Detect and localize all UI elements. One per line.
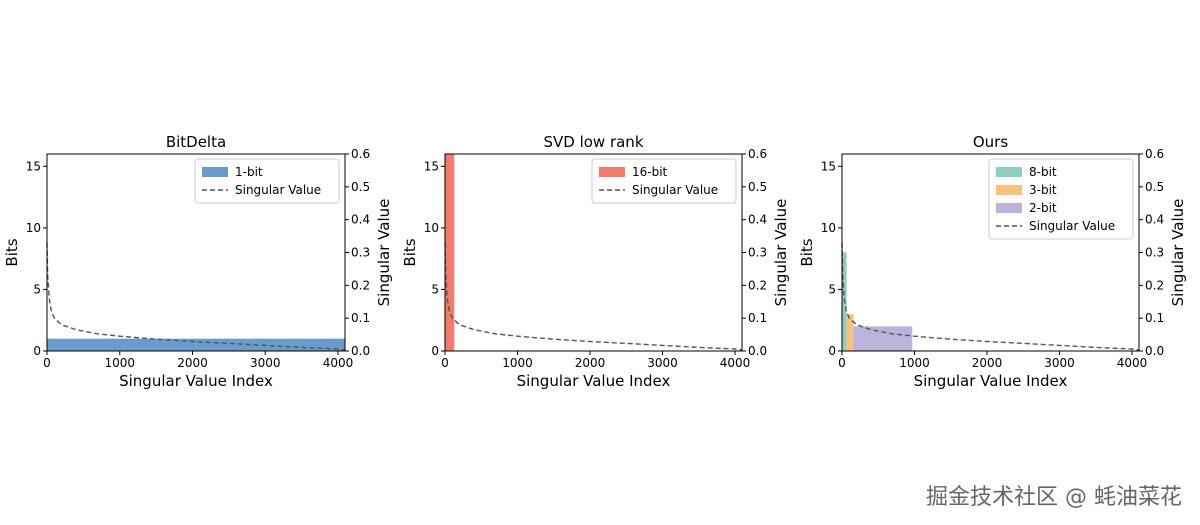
y-tick-label: 10 — [26, 221, 41, 235]
legend: 16-bit Singular Value — [591, 158, 737, 204]
legend-box — [988, 158, 1134, 240]
y2-tick-label: 0.2 — [748, 278, 767, 292]
x-axis-label: Singular Value Index — [517, 372, 671, 390]
chart-title: SVD low rank — [543, 133, 643, 151]
y-tick-label: 5 — [828, 282, 836, 296]
y2-tick-label: 0.3 — [748, 246, 767, 260]
y2-tick-label: 0.6 — [351, 147, 370, 161]
y2-tick-label: 0.1 — [748, 311, 767, 325]
x-tick-label: 2000 — [575, 356, 606, 370]
y-tick-label: 0 — [828, 344, 836, 358]
y2-tick-label: 0.0 — [351, 344, 370, 358]
singular-value-line — [444, 242, 743, 351]
legend-box — [194, 158, 340, 204]
y-tick-label: 15 — [424, 159, 439, 173]
y2-tick-label: 0.5 — [748, 180, 767, 194]
x-tick-label: 2000 — [972, 356, 1003, 370]
x-axis-label: Singular Value Index — [914, 372, 1068, 390]
x-axis-label: Singular Value Index — [119, 372, 273, 390]
chart-panel-3: 0 1000 2000 3000 4000 0 5 10 15 0.0 0.1 0.2 0.3 0.4 0.… — [798, 133, 1187, 390]
legend-swatch — [996, 203, 1022, 213]
bar-2-bit — [853, 326, 913, 351]
y2-tick-label: 0.3 — [1145, 246, 1164, 260]
x-tick-label: 0 — [441, 356, 449, 370]
legend-swatch — [996, 167, 1022, 177]
legend-label: Singular Value — [235, 183, 321, 197]
x-tick-label: 3000 — [250, 356, 281, 370]
watermark: 掘金技术社区 @ 蚝油菜花 — [926, 485, 1182, 510]
y-tick-label: 5 — [431, 282, 439, 296]
legend: 8-bit 3-bit 2-bit Singular Value — [988, 158, 1134, 240]
x-tick-label: 4000 — [323, 356, 354, 370]
singular-value-line — [46, 242, 346, 351]
bar-16-bit — [445, 154, 455, 351]
y-tick-label: 10 — [821, 221, 836, 235]
chart-title: BitDelta — [166, 133, 226, 151]
legend-swatch — [202, 167, 228, 177]
y2-tick-label: 0.2 — [351, 278, 370, 292]
x-tick-label: 0 — [43, 356, 51, 370]
y2-axis-label: Singular Value — [1169, 199, 1187, 307]
y2-tick-label: 0.1 — [351, 311, 370, 325]
y-tick-label: 15 — [26, 159, 41, 173]
legend: 1-bit Singular Value — [194, 158, 340, 204]
y-tick-label: 0 — [431, 344, 439, 358]
y2-axis-label: Singular Value — [375, 199, 393, 307]
x-tick-label: 3000 — [1044, 356, 1075, 370]
legend-label: 3-bit — [1029, 183, 1057, 197]
y2-tick-label: 0.2 — [1145, 278, 1164, 292]
x-tick-label: 1000 — [502, 356, 533, 370]
y-axis-label: Bits — [3, 238, 21, 266]
chart-title: Ours — [973, 133, 1008, 151]
x-tick-label: 3000 — [647, 356, 678, 370]
x-tick-label: 4000 — [720, 356, 751, 370]
y-tick-label: 5 — [33, 282, 41, 296]
legend-label: Singular Value — [632, 183, 718, 197]
x-tick-label: 2000 — [177, 356, 208, 370]
legend-swatch — [599, 167, 625, 177]
y2-tick-label: 0.5 — [351, 180, 370, 194]
legend-label: Singular Value — [1029, 219, 1115, 233]
y2-tick-label: 0.3 — [351, 246, 370, 260]
y-tick-label: 15 — [821, 159, 836, 173]
y2-tick-label: 0.0 — [1145, 344, 1164, 358]
y-tick-label: 10 — [424, 221, 439, 235]
y2-tick-label: 0.4 — [351, 213, 370, 227]
x-tick-label: 1000 — [899, 356, 930, 370]
chart-panel-2: 0 1000 2000 3000 4000 0 5 10 15 0.0 0.1 0.2 0.3 0.4 0.… — [401, 133, 790, 390]
legend-label: 16-bit — [632, 165, 668, 179]
chart-panel-1: 0 1000 2000 3000 4000 0 5 10 15 0.0 0.1 0.2 0.3 0.4 0.… — [3, 133, 393, 390]
y2-tick-label: 0.4 — [1145, 213, 1164, 227]
y-axis-label: Bits — [798, 238, 816, 266]
y-axis-label: Bits — [401, 238, 419, 266]
legend-box — [591, 158, 737, 204]
legend-label: 8-bit — [1029, 165, 1057, 179]
y2-tick-label: 0.5 — [1145, 180, 1164, 194]
y2-tick-label: 0.6 — [748, 147, 767, 161]
y2-axis-label: Singular Value — [772, 199, 790, 307]
legend-label: 1-bit — [235, 165, 263, 179]
bar-3-bit — [846, 314, 854, 351]
x-tick-label: 0 — [838, 356, 846, 370]
y-tick-label: 0 — [33, 344, 41, 358]
legend-swatch — [996, 185, 1022, 195]
x-tick-label: 4000 — [1117, 356, 1148, 370]
legend-label: 2-bit — [1029, 201, 1057, 215]
y2-tick-label: 0.0 — [748, 344, 767, 358]
singular-value-line — [841, 242, 1140, 351]
y2-tick-label: 0.4 — [748, 213, 767, 227]
y2-tick-label: 0.1 — [1145, 311, 1164, 325]
x-tick-label: 1000 — [104, 356, 135, 370]
bar-1-bit — [47, 338, 345, 351]
y2-tick-label: 0.6 — [1145, 147, 1164, 161]
